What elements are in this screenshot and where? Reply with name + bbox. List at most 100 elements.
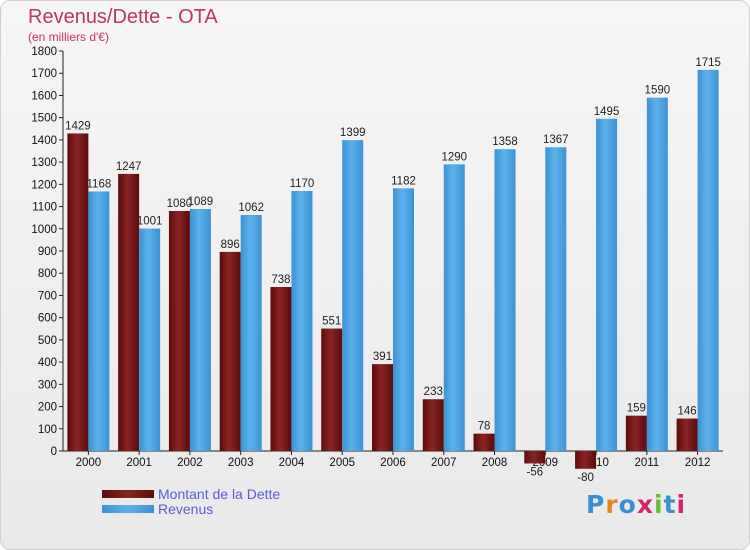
bar-dette-2007 — [422, 399, 444, 451]
bar-dette-2002 — [168, 211, 190, 451]
y-tick-label: 900 — [38, 246, 57, 258]
bar-revenus-2006 — [393, 188, 414, 452]
bar-dette-2005 — [321, 328, 343, 451]
x-tick-label: 2008 — [482, 457, 508, 469]
data-label-revenus: 1399 — [340, 127, 366, 139]
logo-letter: P — [586, 490, 606, 519]
x-tick-label: 2003 — [228, 457, 254, 469]
data-label-revenus: 1168 — [87, 178, 112, 190]
chart-title: Revenus/Dette - OTA — [28, 6, 218, 28]
bar-dette-2006 — [372, 364, 393, 451]
proxiti-logo: Proxiti — [586, 490, 686, 519]
data-label-dette: 78 — [478, 421, 491, 433]
data-label-dette: 896 — [221, 239, 240, 251]
data-label-revenus: 1358 — [492, 136, 518, 148]
logo-letter: i — [654, 490, 664, 519]
bar-revenus-2000 — [88, 191, 110, 451]
y-tick-label: 500 — [38, 335, 57, 347]
y-tick-label: 1700 — [31, 68, 57, 80]
data-label-dette: 146 — [678, 406, 697, 418]
logo-letter: i — [676, 490, 687, 519]
data-label-dette: 233 — [424, 386, 443, 398]
logo-letter: o — [618, 490, 637, 519]
bar-revenus-2010 — [596, 118, 618, 452]
bar-revenus-2002 — [189, 209, 211, 451]
data-label-dette: 738 — [271, 274, 290, 286]
x-tick-label: 2000 — [76, 457, 102, 469]
data-label-revenus: 1290 — [441, 151, 467, 163]
x-tick-label: 2005 — [329, 457, 355, 469]
y-tick-label: 100 — [38, 424, 57, 436]
data-label-dette: 391 — [373, 351, 392, 363]
bar-dette-2009 — [524, 451, 546, 464]
y-tick-label: 1300 — [31, 157, 57, 169]
bar-revenus-2003 — [240, 215, 262, 451]
bar-dette-2008 — [473, 433, 495, 451]
data-label-revenus: 1367 — [543, 134, 569, 146]
legend-item-dette: Montant de la Dette — [102, 485, 281, 502]
bar-revenus-2008 — [494, 149, 516, 451]
bar-revenus-2005 — [342, 140, 364, 451]
data-label-revenus: 1001 — [137, 216, 163, 228]
y-tick-label: 600 — [38, 313, 57, 325]
logo-letter: t — [663, 490, 677, 519]
x-tick-label: 2007 — [431, 457, 457, 469]
x-tick-label: 2012 — [685, 457, 711, 469]
bars — [67, 69, 719, 469]
legend-label-revenus: Revenus — [158, 500, 214, 517]
data-label-dette: -80 — [577, 472, 594, 484]
y-tick-label: 1000 — [31, 224, 57, 236]
y-tick-label: 1100 — [32, 202, 57, 214]
data-label-revenus: 1590 — [645, 85, 671, 97]
bar-revenus-2011 — [646, 97, 668, 452]
data-label-dette: -56 — [526, 466, 543, 478]
y-tick-label: 1200 — [31, 179, 57, 191]
y-tick-label: 1800 — [31, 46, 57, 58]
x-axis: 2000200120022003200420052006200720082009… — [63, 450, 723, 469]
bar-dette-2011 — [625, 415, 647, 451]
data-label-revenus: 1715 — [695, 57, 721, 69]
x-tick-label: 2001 — [126, 457, 152, 469]
legend-item-revenus: Revenus — [102, 500, 280, 517]
y-tick-label: 1400 — [31, 135, 57, 147]
y-tick-label: 300 — [38, 379, 57, 391]
bar-revenus-2007 — [443, 164, 465, 452]
y-tick-label: 400 — [38, 357, 57, 369]
legend-swatch-dette — [102, 489, 154, 498]
x-tick-label: 2004 — [279, 457, 305, 469]
data-label-dette: 1429 — [65, 120, 91, 132]
bar-revenus-2001 — [139, 228, 161, 451]
data-label-revenus: 1170 — [290, 178, 315, 190]
legend: Montant de la Dette Revenus — [102, 485, 281, 517]
bar-dette-2012 — [676, 418, 698, 451]
y-tick-label: 800 — [38, 268, 57, 280]
logo-letter: x — [636, 490, 654, 519]
y-axis: 0 100 200 300 400 500 600 700 800 900 1000 1100 1200… — [31, 46, 64, 458]
data-label-revenus: 1062 — [238, 202, 264, 214]
data-label-revenus: 1182 — [391, 175, 416, 187]
x-tick-label: 2011 — [634, 457, 659, 469]
x-tick-label: 2006 — [380, 457, 406, 469]
data-label-revenus: 1495 — [594, 106, 620, 118]
data-labels: 1429 1247 1080 896 738 551 391 233 78 -56 -80 159 14… — [65, 57, 721, 484]
chart-subtitle: (en milliers d'€) — [28, 30, 109, 44]
data-label-revenus: 1089 — [188, 196, 214, 208]
bar-dette-2000 — [67, 133, 89, 451]
data-label-dette: 1080 — [167, 198, 193, 210]
data-label-dette: 551 — [322, 316, 341, 328]
bar-dette-2003 — [219, 251, 241, 451]
data-label-dette: 159 — [627, 403, 646, 415]
bar-revenus-2004 — [291, 191, 313, 451]
y-tick-label: 1500 — [31, 113, 57, 125]
y-tick-label: 700 — [38, 290, 57, 302]
y-tick-label: 1600 — [31, 90, 57, 102]
bar-revenus-2012 — [697, 69, 719, 451]
data-label-dette: 1247 — [116, 161, 142, 173]
bar-dette-2001 — [118, 173, 140, 451]
bar-revenus-2009 — [545, 147, 567, 451]
y-tick-label: 200 — [38, 402, 57, 414]
y-tick-label: 0 — [51, 446, 57, 458]
legend-label-dette: Montant de la Dette — [158, 485, 281, 502]
bar-dette-2010 — [575, 451, 597, 469]
